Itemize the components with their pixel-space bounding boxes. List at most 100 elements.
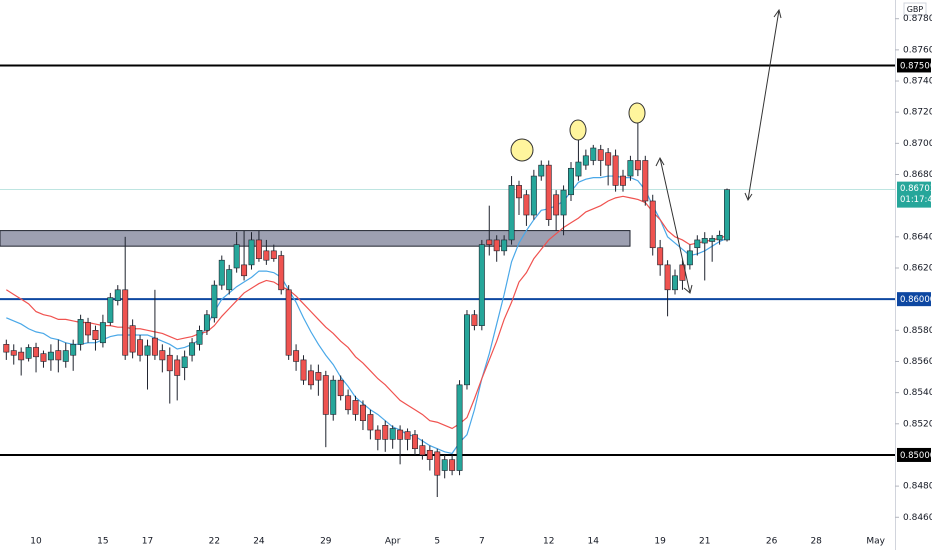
- candle-body: [337, 379, 344, 397]
- currency-box: [903, 2, 927, 16]
- candle-body: [241, 264, 248, 277]
- x-tick-label: 7: [479, 537, 485, 547]
- candle-body: [508, 185, 515, 241]
- candle-body: [724, 189, 730, 241]
- candle-body: [642, 160, 649, 202]
- candle-body: [151, 337, 158, 356]
- candle-body: [471, 314, 478, 326]
- candle-body: [568, 167, 574, 196]
- candle-body: [530, 175, 537, 216]
- highlight-circle: [510, 138, 534, 162]
- candle-body: [10, 350, 17, 356]
- level-badge: [897, 447, 931, 462]
- candle-body: [293, 350, 300, 362]
- current-price-badge: [897, 181, 931, 208]
- candle-body: [597, 149, 604, 161]
- candle-body: [18, 351, 25, 361]
- candle-body: [270, 250, 277, 259]
- x-tick-label: 19: [654, 537, 666, 547]
- candle-body: [382, 425, 389, 440]
- countdown-label: 01:17:49: [900, 195, 932, 205]
- candle-body: [189, 342, 196, 356]
- x-tick-label: 28: [810, 537, 822, 547]
- candle-body: [62, 350, 69, 362]
- candle-body: [419, 445, 426, 456]
- candle-body: [590, 147, 597, 161]
- candle-body: [612, 155, 619, 186]
- candle-body: [211, 284, 218, 319]
- x-tick-label: 22: [209, 537, 220, 547]
- candle-body: [367, 414, 374, 431]
- support-zone: [0, 230, 631, 247]
- candle-body: [278, 255, 285, 291]
- x-tick-label: 17: [142, 537, 153, 547]
- candle-body: [464, 314, 470, 386]
- candle-body: [345, 395, 352, 411]
- candle-body: [3, 344, 10, 353]
- candle-body: [233, 244, 240, 269]
- candle-body: [352, 400, 359, 415]
- current-price-label: 0.86703: [900, 184, 932, 194]
- candle-body: [92, 330, 99, 340]
- candle-body: [359, 404, 366, 421]
- candle-body: [716, 234, 723, 241]
- arrows: [655, 8, 782, 294]
- candle-body: [553, 194, 560, 216]
- x-tick-label: 12: [543, 537, 554, 547]
- candle-body: [397, 429, 404, 440]
- candle-body: [523, 194, 530, 216]
- candle-body: [672, 275, 678, 291]
- candle-body: [25, 347, 32, 359]
- candle-body: [77, 319, 84, 345]
- arrow-head: [773, 8, 782, 19]
- candle-body: [582, 155, 589, 166]
- candle-body: [47, 351, 54, 361]
- level-badge: [897, 58, 931, 73]
- x-tick-label: 29: [320, 537, 332, 547]
- x-tick-label: 14: [588, 537, 600, 547]
- candle-body: [174, 359, 181, 376]
- candle-body: [159, 350, 166, 361]
- candle-body: [107, 297, 114, 323]
- candle-body: [605, 152, 612, 166]
- candle-body: [203, 314, 210, 331]
- candle-body: [634, 160, 641, 171]
- candle-body: [226, 269, 233, 291]
- level-badge: [897, 292, 931, 307]
- candle-body: [501, 239, 508, 252]
- arrow: [659, 157, 691, 294]
- candle-body: [300, 359, 307, 381]
- candle-body: [248, 239, 255, 266]
- candle-body: [694, 239, 701, 249]
- candle-body: [456, 384, 463, 471]
- candle-body: [263, 250, 270, 261]
- candle-body: [196, 330, 203, 345]
- candle-body: [33, 347, 40, 358]
- currency-label: GBP: [907, 5, 924, 14]
- annotations: [510, 102, 646, 162]
- candle-body: [166, 354, 173, 372]
- candle-body: [664, 264, 671, 291]
- candle-body: [122, 289, 129, 356]
- candle-body: [322, 375, 329, 415]
- x-tick-label: Apr: [385, 537, 401, 547]
- candle-body: [449, 459, 456, 471]
- candle-body: [493, 239, 500, 252]
- candle-body: [545, 164, 552, 220]
- arrow-head: [744, 192, 753, 202]
- candle-body: [70, 344, 77, 356]
- candle-body: [478, 244, 485, 326]
- candle-body: [181, 356, 188, 369]
- x-tick-label: 10: [30, 537, 42, 547]
